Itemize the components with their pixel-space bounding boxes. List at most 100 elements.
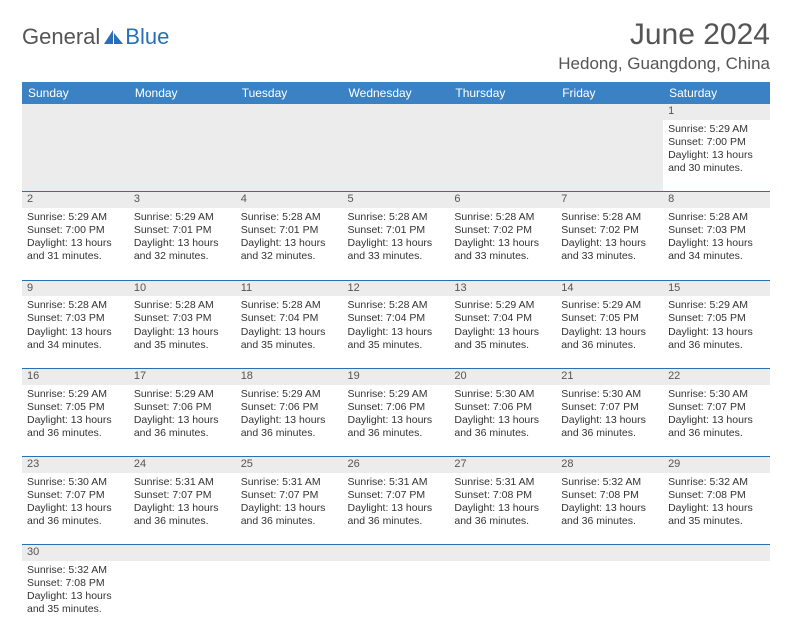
day-cell: Sunrise: 5:28 AMSunset: 7:03 PMDaylight:… <box>129 296 236 368</box>
day-number: 1 <box>663 104 770 120</box>
week-row: Sunrise: 5:29 AMSunset: 7:00 PMDaylight:… <box>22 120 770 192</box>
day-number: 26 <box>343 457 450 473</box>
day-cell: Sunrise: 5:28 AMSunset: 7:04 PMDaylight:… <box>236 296 343 368</box>
brand-logo: General Blue <box>22 24 169 50</box>
day-cell: Sunrise: 5:32 AMSunset: 7:08 PMDaylight:… <box>22 561 129 633</box>
day-header: Thursday <box>449 82 556 104</box>
day-header: Friday <box>556 82 663 104</box>
day-number: 3 <box>129 192 236 208</box>
sail-icon <box>104 30 124 44</box>
day-cell <box>449 561 556 633</box>
day-number: 25 <box>236 457 343 473</box>
day-number: 2 <box>22 192 129 208</box>
day-cell: Sunrise: 5:32 AMSunset: 7:08 PMDaylight:… <box>556 473 663 545</box>
day-cell-content: Sunrise: 5:29 AMSunset: 7:00 PMDaylight:… <box>668 123 765 176</box>
day-number: 17 <box>129 368 236 384</box>
title-block: June 2024 Hedong, Guangdong, China <box>558 18 770 74</box>
week-row: Sunrise: 5:29 AMSunset: 7:00 PMDaylight:… <box>22 208 770 280</box>
day-cell-content: Sunrise: 5:30 AMSunset: 7:07 PMDaylight:… <box>668 388 765 441</box>
day-number: 23 <box>22 457 129 473</box>
day-number <box>236 545 343 561</box>
brand-text-2: Blue <box>125 24 169 50</box>
daynum-row: 30 <box>22 545 770 561</box>
day-number: 20 <box>449 368 556 384</box>
day-number: 21 <box>556 368 663 384</box>
day-number: 22 <box>663 368 770 384</box>
calendar-table: SundayMondayTuesdayWednesdayThursdayFrid… <box>22 82 770 633</box>
day-cell: Sunrise: 5:28 AMSunset: 7:01 PMDaylight:… <box>236 208 343 280</box>
day-cell: Sunrise: 5:28 AMSunset: 7:04 PMDaylight:… <box>343 296 450 368</box>
day-number <box>343 104 450 120</box>
day-cell <box>556 561 663 633</box>
day-number: 29 <box>663 457 770 473</box>
day-cell: Sunrise: 5:29 AMSunset: 7:00 PMDaylight:… <box>22 208 129 280</box>
day-cell: Sunrise: 5:31 AMSunset: 7:07 PMDaylight:… <box>236 473 343 545</box>
day-cell-content: Sunrise: 5:29 AMSunset: 7:06 PMDaylight:… <box>241 388 338 441</box>
brand-text-1: General <box>22 24 100 50</box>
day-cell: Sunrise: 5:28 AMSunset: 7:03 PMDaylight:… <box>22 296 129 368</box>
day-cell: Sunrise: 5:28 AMSunset: 7:03 PMDaylight:… <box>663 208 770 280</box>
location-text: Hedong, Guangdong, China <box>558 54 770 74</box>
day-number: 12 <box>343 280 450 296</box>
day-cell-content: Sunrise: 5:31 AMSunset: 7:08 PMDaylight:… <box>454 476 551 529</box>
day-cell-content: Sunrise: 5:28 AMSunset: 7:03 PMDaylight:… <box>668 211 765 264</box>
day-cell-content: Sunrise: 5:29 AMSunset: 7:00 PMDaylight:… <box>27 211 124 264</box>
day-number: 28 <box>556 457 663 473</box>
day-cell <box>22 120 129 192</box>
day-number <box>22 104 129 120</box>
day-number <box>129 104 236 120</box>
daynum-row: 16171819202122 <box>22 368 770 384</box>
day-cell-content: Sunrise: 5:32 AMSunset: 7:08 PMDaylight:… <box>561 476 658 529</box>
day-cell <box>663 561 770 633</box>
week-row: Sunrise: 5:29 AMSunset: 7:05 PMDaylight:… <box>22 385 770 457</box>
day-cell: Sunrise: 5:30 AMSunset: 7:06 PMDaylight:… <box>449 385 556 457</box>
day-number <box>236 104 343 120</box>
day-number: 11 <box>236 280 343 296</box>
day-cell-content: Sunrise: 5:29 AMSunset: 7:04 PMDaylight:… <box>454 299 551 352</box>
day-cell-content: Sunrise: 5:31 AMSunset: 7:07 PMDaylight:… <box>241 476 338 529</box>
daynum-row: 2345678 <box>22 192 770 208</box>
day-cell-content: Sunrise: 5:32 AMSunset: 7:08 PMDaylight:… <box>27 564 124 617</box>
day-number: 18 <box>236 368 343 384</box>
day-number: 8 <box>663 192 770 208</box>
day-number: 19 <box>343 368 450 384</box>
day-cell: Sunrise: 5:29 AMSunset: 7:04 PMDaylight:… <box>449 296 556 368</box>
day-cell: Sunrise: 5:29 AMSunset: 7:05 PMDaylight:… <box>22 385 129 457</box>
daynum-row: 9101112131415 <box>22 280 770 296</box>
day-cell: Sunrise: 5:29 AMSunset: 7:06 PMDaylight:… <box>343 385 450 457</box>
day-cell: Sunrise: 5:29 AMSunset: 7:06 PMDaylight:… <box>129 385 236 457</box>
day-cell-content: Sunrise: 5:28 AMSunset: 7:03 PMDaylight:… <box>27 299 124 352</box>
day-cell <box>449 120 556 192</box>
day-number: 16 <box>22 368 129 384</box>
day-number: 6 <box>449 192 556 208</box>
day-cell-content: Sunrise: 5:29 AMSunset: 7:01 PMDaylight:… <box>134 211 231 264</box>
daynum-row: 1 <box>22 104 770 120</box>
day-cell-content: Sunrise: 5:32 AMSunset: 7:08 PMDaylight:… <box>668 476 765 529</box>
week-row: Sunrise: 5:32 AMSunset: 7:08 PMDaylight:… <box>22 561 770 633</box>
day-cell: Sunrise: 5:29 AMSunset: 7:05 PMDaylight:… <box>556 296 663 368</box>
day-cell: Sunrise: 5:28 AMSunset: 7:01 PMDaylight:… <box>343 208 450 280</box>
day-cell: Sunrise: 5:29 AMSunset: 7:00 PMDaylight:… <box>663 120 770 192</box>
day-header-row: SundayMondayTuesdayWednesdayThursdayFrid… <box>22 82 770 104</box>
day-cell: Sunrise: 5:31 AMSunset: 7:07 PMDaylight:… <box>343 473 450 545</box>
week-row: Sunrise: 5:28 AMSunset: 7:03 PMDaylight:… <box>22 296 770 368</box>
day-header: Tuesday <box>236 82 343 104</box>
day-number: 13 <box>449 280 556 296</box>
day-cell-content: Sunrise: 5:29 AMSunset: 7:05 PMDaylight:… <box>561 299 658 352</box>
day-cell-content: Sunrise: 5:30 AMSunset: 7:07 PMDaylight:… <box>27 476 124 529</box>
daynum-row: 23242526272829 <box>22 457 770 473</box>
day-cell <box>556 120 663 192</box>
day-cell <box>129 120 236 192</box>
day-header: Saturday <box>663 82 770 104</box>
day-number: 27 <box>449 457 556 473</box>
day-cell: Sunrise: 5:31 AMSunset: 7:08 PMDaylight:… <box>449 473 556 545</box>
day-cell-content: Sunrise: 5:28 AMSunset: 7:02 PMDaylight:… <box>454 211 551 264</box>
day-number <box>556 104 663 120</box>
day-number: 4 <box>236 192 343 208</box>
day-cell: Sunrise: 5:30 AMSunset: 7:07 PMDaylight:… <box>22 473 129 545</box>
day-number <box>449 545 556 561</box>
day-cell-content: Sunrise: 5:31 AMSunset: 7:07 PMDaylight:… <box>134 476 231 529</box>
day-cell-content: Sunrise: 5:29 AMSunset: 7:06 PMDaylight:… <box>348 388 445 441</box>
day-number: 24 <box>129 457 236 473</box>
day-cell-content: Sunrise: 5:28 AMSunset: 7:01 PMDaylight:… <box>348 211 445 264</box>
